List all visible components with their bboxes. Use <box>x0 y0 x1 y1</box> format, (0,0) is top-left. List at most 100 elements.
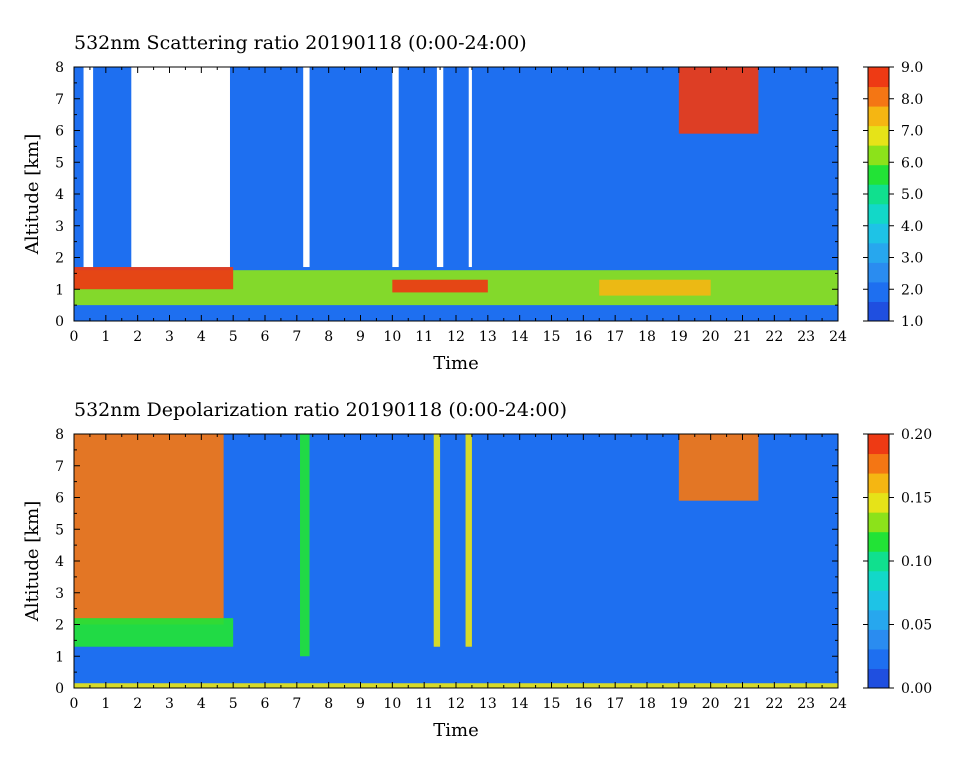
depolarization-colorbar-label: 0.00 <box>901 681 932 697</box>
depolarization-colorbar-segment <box>868 570 889 591</box>
scattering-title: 532nm Scattering ratio 20190118 (0:00-24… <box>74 32 527 54</box>
depolarization-colorbar-segment <box>868 609 889 630</box>
depolarization-title: 532nm Depolarization ratio 20190118 (0:0… <box>74 399 567 421</box>
scattering-feature-4 <box>678 67 759 134</box>
depolarization-x-tick-label: 7 <box>292 696 301 712</box>
depolarization-x-tick-label: 3 <box>165 696 174 712</box>
scattering-y-tick-label: 8 <box>55 60 64 76</box>
scattering-colorbar-segment <box>868 106 889 127</box>
scattering-x-tick-label: 16 <box>574 329 592 345</box>
depolarization-x-axis-label: Time <box>433 720 478 741</box>
scattering-x-tick-label: 4 <box>197 329 206 345</box>
scattering-colorbar-segment <box>868 145 889 166</box>
scattering-x-tick-label: 17 <box>606 329 624 345</box>
scattering-colorbar-segment <box>868 203 889 224</box>
depolarization-x-tick-label: 24 <box>829 696 847 712</box>
depolarization-colorbar-segment <box>868 648 889 669</box>
scattering-x-tick-label: 5 <box>229 329 238 345</box>
scattering-y-axis-label: Altitude [km] <box>22 134 43 256</box>
depolarization-x-tick-label: 19 <box>670 696 688 712</box>
scattering-colorbar-segment <box>868 262 889 283</box>
scattering-colorbar-label: 6.0 <box>901 155 923 171</box>
scattering-x-tick-label: 9 <box>356 329 365 345</box>
depolarization-x-tick-label: 0 <box>70 696 79 712</box>
depolarization-x-tick-label: 23 <box>797 696 815 712</box>
scattering-colorbar-segment <box>868 281 889 302</box>
depolarization-x-tick-label: 1 <box>101 696 110 712</box>
depolarization-y-tick-label: 5 <box>55 522 64 538</box>
scattering-x-tick-label: 15 <box>543 329 561 345</box>
scattering-colorbar-segment <box>868 223 889 244</box>
depolarization-x-tick-label: 15 <box>543 696 561 712</box>
depolarization-x-tick-label: 14 <box>511 696 529 712</box>
scattering-colorbar-segment <box>868 125 889 146</box>
depolarization-colorbar-segment <box>868 492 889 513</box>
depolarization-colorbar-segment <box>868 531 889 552</box>
scattering-x-tick-label: 19 <box>670 329 688 345</box>
scattering-x-tick-label: 20 <box>702 329 720 345</box>
depolarization-feature-2 <box>300 434 310 657</box>
depolarization-y-tick-label: 1 <box>55 649 64 665</box>
scattering-x-tick-label: 11 <box>415 329 433 345</box>
scattering-x-tick-label: 7 <box>292 329 301 345</box>
scattering-x-tick-label: 8 <box>324 329 333 345</box>
depolarization-feature-1 <box>74 618 234 647</box>
scattering-y-tick-label: 3 <box>55 219 64 235</box>
scattering-x-tick-label: 18 <box>638 329 656 345</box>
depolarization-x-tick-label: 17 <box>606 696 624 712</box>
scattering-feature-3 <box>599 279 711 296</box>
depolarization-x-tick-label: 10 <box>383 696 401 712</box>
scattering-colorbar-label: 3.0 <box>901 251 923 267</box>
depolarization-colorbar-segment <box>868 551 889 572</box>
depolarization-x-tick-label: 8 <box>324 696 333 712</box>
scattering-x-tick-label: 6 <box>261 329 270 345</box>
depolarization-x-tick-label: 22 <box>765 696 783 712</box>
depolarization-colorbar-label: 0.10 <box>901 554 932 570</box>
scattering-x-tick-label: 21 <box>734 329 752 345</box>
scattering-y-tick-label: 2 <box>55 251 64 267</box>
scattering-missing-data-3 <box>392 67 399 268</box>
scattering-y-tick-label: 4 <box>55 187 64 203</box>
depolarization-colorbar-segment <box>868 453 889 474</box>
depolarization-colorbar-segment <box>868 512 889 533</box>
scattering-colorbar-label: 2.0 <box>901 282 923 298</box>
depolarization-feature-4 <box>465 434 472 647</box>
depolarization-y-tick-label: 2 <box>55 618 64 634</box>
scattering-missing-data-0 <box>83 67 94 268</box>
scattering-x-tick-label: 13 <box>479 329 497 345</box>
scattering-colorbar-segment <box>868 184 889 205</box>
depolarization-colorbar-segment <box>868 629 889 650</box>
scattering-colorbar-label: 8.0 <box>901 92 923 108</box>
depolarization-x-tick-label: 18 <box>638 696 656 712</box>
depolarization-feature-0 <box>74 434 224 625</box>
depolarization-feature-3 <box>433 434 441 647</box>
scattering-x-tick-label: 23 <box>797 329 815 345</box>
depolarization-feature-5 <box>678 434 759 501</box>
scattering-x-tick-label: 2 <box>133 329 142 345</box>
depolarization-x-tick-label: 20 <box>702 696 720 712</box>
scattering-x-tick-label: 12 <box>447 329 465 345</box>
depolarization-y-tick-label: 0 <box>55 681 64 697</box>
depolarization-colorbar-segment <box>868 434 889 455</box>
scattering-x-tick-label: 14 <box>511 329 529 345</box>
scattering-missing-data-4 <box>436 67 444 268</box>
depolarization-colorbar-label: 0.05 <box>901 618 932 634</box>
depolarization-colorbar-label: 0.20 <box>901 427 932 443</box>
scattering-x-tick-label: 0 <box>70 329 79 345</box>
depolarization-x-tick-label: 2 <box>133 696 142 712</box>
depolarization-colorbar-segment <box>868 590 889 611</box>
scattering-colorbar-segment <box>868 67 889 88</box>
depolarization-y-axis-label: Altitude [km] <box>22 501 43 623</box>
depolarization-x-tick-label: 12 <box>447 696 465 712</box>
depolarization-y-tick-label: 8 <box>55 427 64 443</box>
depolarization-x-tick-label: 13 <box>479 696 497 712</box>
scattering-colorbar-segment <box>868 301 889 322</box>
scattering-colorbar-segment <box>868 242 889 263</box>
depolarization-colorbar-label: 0.15 <box>901 491 932 507</box>
depolarization-colorbar-segment <box>868 668 889 689</box>
scattering-x-tick-label: 3 <box>165 329 174 345</box>
scattering-y-tick-label: 7 <box>55 92 64 108</box>
depolarization-y-tick-label: 4 <box>55 554 64 570</box>
depolarization-y-tick-label: 7 <box>55 459 64 475</box>
